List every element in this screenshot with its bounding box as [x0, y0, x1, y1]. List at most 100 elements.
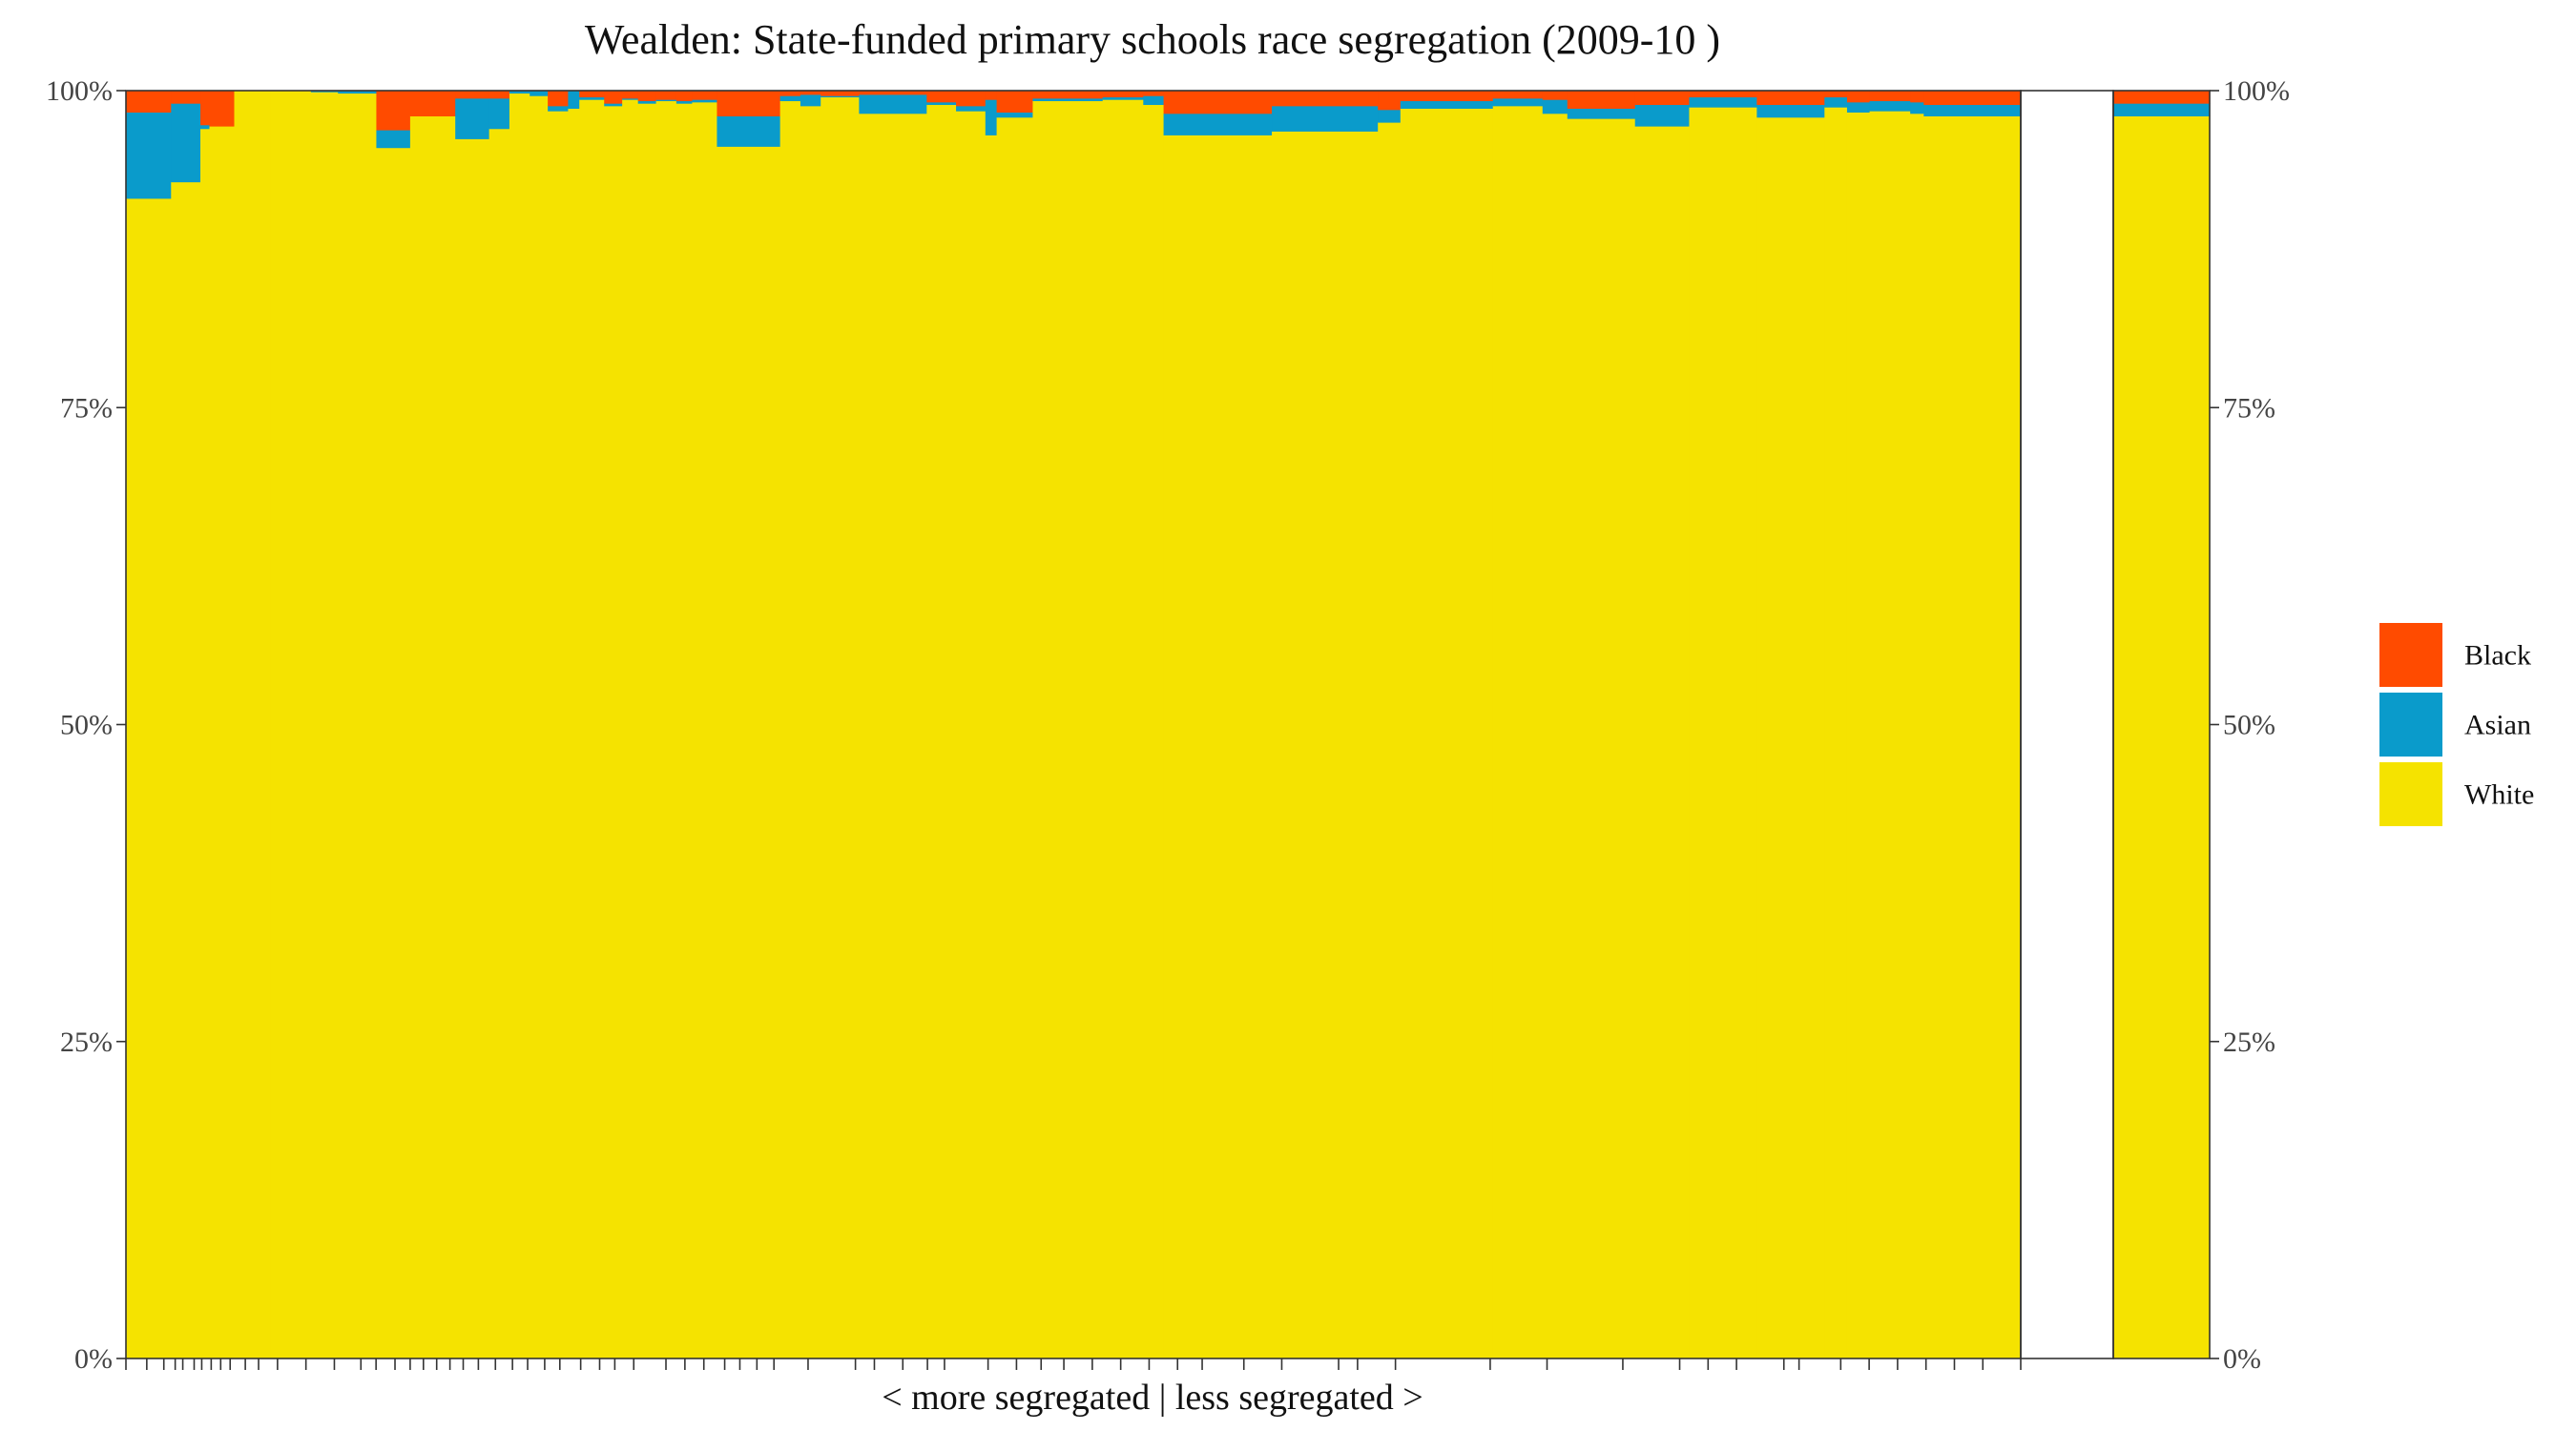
- school-bar-54-black-segment: [1923, 91, 2022, 106]
- school-bar-30-white-segment: [800, 105, 821, 1359]
- legend-key-black: [2379, 623, 2442, 687]
- school-bar-10-asian-segment: [310, 91, 323, 93]
- school-bar-26-asian-segment: [675, 100, 694, 104]
- school-bar-18-white-segment: [530, 95, 549, 1359]
- school-bar-32-black-segment: [859, 91, 927, 95]
- school-bar-48-white-segment: [1689, 107, 1757, 1359]
- school-bar-40-white-segment: [1163, 135, 1273, 1359]
- school-bar-47-black-segment: [1634, 91, 1691, 106]
- school-bar-35-black-segment: [985, 91, 998, 100]
- school-bar-45-black-segment: [1542, 91, 1568, 100]
- school-bar-47-white-segment: [1634, 126, 1691, 1359]
- school-bar-31-white-segment: [821, 96, 860, 1359]
- school-bar-12-white-segment: [338, 93, 378, 1359]
- school-bar-35-white-segment: [985, 135, 998, 1359]
- school-bar-30-black-segment: [800, 91, 821, 95]
- school-bar-1-white-segment: [126, 197, 172, 1359]
- school-bar-5-white-segment: [234, 91, 258, 1359]
- school-bar-36-asian-segment: [996, 112, 1034, 118]
- school-bar-24-black-segment: [637, 91, 657, 102]
- legend-label-black: Black: [2464, 640, 2531, 672]
- school-bar-6-white-segment: [257, 91, 271, 1359]
- school-bar-25-black-segment: [655, 91, 677, 100]
- school-bar-2-black-segment: [171, 91, 201, 104]
- school-bar-29-white-segment: [779, 100, 801, 1359]
- x-axis-ticks: [125, 1358, 2022, 1370]
- legend-key-asian: [2379, 693, 2442, 757]
- school-bar-4-black-segment: [209, 91, 236, 127]
- school-bar-28-white-segment: [717, 146, 781, 1359]
- summary-bar-black-segment: [2113, 91, 2211, 104]
- school-bar-38-white-segment: [1102, 99, 1144, 1359]
- school-bar-46-black-segment: [1567, 91, 1636, 110]
- school-bar-44-white-segment: [1492, 105, 1544, 1359]
- school-bar-11-white-segment: [322, 92, 339, 1359]
- school-bar-23-asian-segment: [622, 97, 639, 100]
- school-bar-10-white-segment: [310, 92, 323, 1359]
- school-bar-14-black-segment: [409, 91, 456, 116]
- school-bar-22-white-segment: [604, 105, 623, 1359]
- school-bar-34-black-segment: [956, 91, 987, 107]
- school-bar-28-asian-segment: [717, 115, 781, 147]
- school-bar-26-black-segment: [675, 91, 694, 102]
- school-bar-24-asian-segment: [637, 100, 657, 104]
- school-bar-39-asian-segment: [1143, 95, 1165, 106]
- y-tick-label-right: 50%: [2223, 710, 2275, 741]
- school-bar-52-white-segment: [1869, 111, 1911, 1359]
- school-bar-28-black-segment: [717, 91, 781, 116]
- school-bar-44-asian-segment: [1492, 97, 1544, 107]
- school-bar-22-black-segment: [604, 91, 623, 104]
- school-bar-13-asian-segment: [376, 130, 411, 149]
- school-bar-31-asian-segment: [821, 95, 860, 98]
- school-bar-42-black-segment: [1378, 91, 1402, 111]
- school-bar-38-black-segment: [1102, 91, 1144, 98]
- legend-label-white: White: [2464, 779, 2534, 811]
- school-bar-19-white-segment: [548, 111, 569, 1359]
- school-bar-54-asian-segment: [1923, 104, 2022, 116]
- school-bar-41-black-segment: [1272, 91, 1379, 107]
- school-bar-29-asian-segment: [779, 95, 801, 102]
- school-bar-49-asian-segment: [1756, 104, 1825, 118]
- y-tick-label-right: 75%: [2223, 392, 2275, 424]
- school-bar-39-white-segment: [1143, 104, 1165, 1359]
- school-bar-25-white-segment: [655, 100, 677, 1359]
- school-bar-25-asian-segment: [655, 99, 677, 102]
- school-bar-33-black-segment: [926, 91, 957, 103]
- summary-bar-white-segment: [2113, 115, 2211, 1359]
- y-tick-label-right: 100%: [2223, 75, 2290, 107]
- school-bar-27-black-segment: [692, 91, 718, 100]
- school-bar-7-white-segment: [270, 91, 285, 1359]
- school-bar-19-black-segment: [548, 91, 569, 107]
- school-bar-39-black-segment: [1143, 91, 1165, 96]
- school-bar-51-black-segment: [1846, 91, 1871, 103]
- school-bar-50-asian-segment: [1824, 96, 1848, 108]
- school-bar-32-white-segment: [859, 113, 927, 1359]
- school-bar-41-white-segment: [1272, 131, 1379, 1359]
- school-bar-14-white-segment: [409, 115, 456, 1359]
- y-tick-label-left: 100%: [46, 75, 113, 107]
- bars-layer: [126, 91, 2211, 1359]
- school-bar-16-white-segment: [488, 128, 510, 1359]
- school-bar-21-asian-segment: [579, 96, 605, 100]
- school-bar-16-asian-segment: [488, 97, 510, 130]
- school-bar-32-asian-segment: [859, 93, 927, 114]
- school-bar-2-asian-segment: [171, 103, 201, 183]
- y-tick-label-right: 25%: [2223, 1027, 2275, 1058]
- school-bar-49-black-segment: [1756, 91, 1825, 106]
- school-bar-51-asian-segment: [1846, 101, 1871, 113]
- y-axis-right: 0% 25% 50% 75% 100%: [2210, 75, 2290, 1375]
- school-bar-27-asian-segment: [692, 99, 718, 103]
- school-bar-17-asian-segment: [509, 91, 530, 94]
- school-bar-52-asian-segment: [1869, 100, 1911, 112]
- school-bar-53-asian-segment: [1910, 101, 1924, 114]
- school-bar-35-asian-segment: [985, 99, 998, 135]
- school-bar-13-white-segment: [376, 147, 411, 1359]
- school-bar-1-asian-segment: [126, 112, 172, 199]
- y-tick-label-right: 0%: [2223, 1343, 2261, 1375]
- school-bar-22-asian-segment: [604, 103, 623, 107]
- school-bar-34-asian-segment: [956, 105, 987, 112]
- school-bar-44-black-segment: [1492, 91, 1544, 99]
- school-bar-36-white-segment: [996, 116, 1034, 1359]
- school-bar-20-asian-segment: [568, 91, 580, 110]
